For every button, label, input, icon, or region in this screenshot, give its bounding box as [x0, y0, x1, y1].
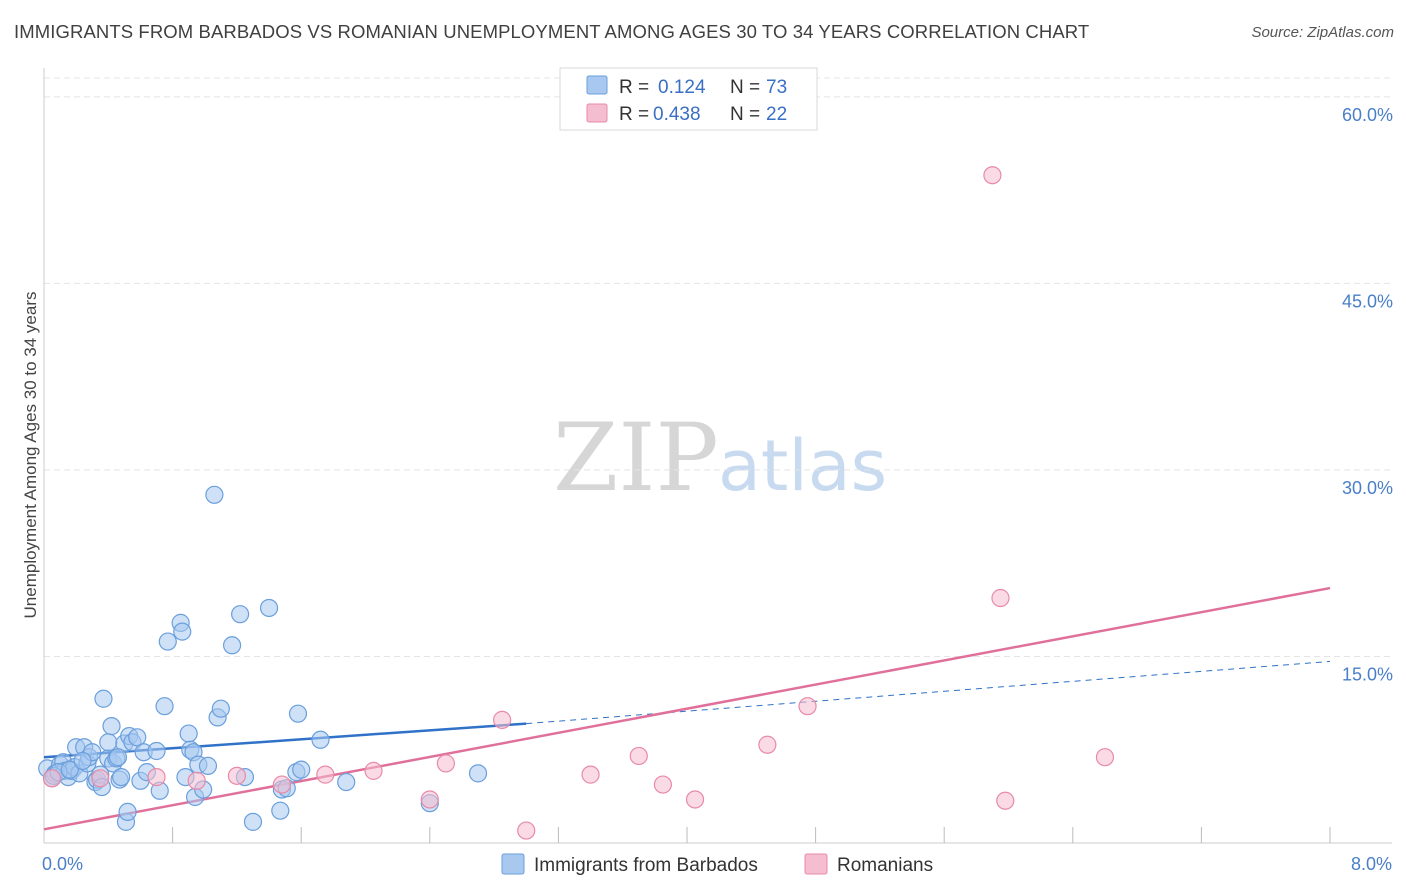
- romanians-point-2: [147, 767, 166, 787]
- y-axis-label: Unemployment Among Ages 30 to 34 years: [21, 292, 40, 619]
- legend-r-label-pink: R =: [619, 104, 649, 125]
- romanians-point-8: [420, 790, 439, 809]
- barbados-point-62: [292, 760, 311, 779]
- chart-source: Source: ZipAtlas.com: [1251, 24, 1394, 41]
- watermark-atlas: atlas: [718, 425, 887, 507]
- watermark: ZIP atlas: [553, 404, 887, 513]
- x-tick-label-0: 0.0%: [42, 854, 83, 874]
- barbados-point-54: [231, 605, 250, 624]
- romanians-point-7: [364, 761, 383, 780]
- legend-r-label-blue: R =: [619, 77, 649, 98]
- barbados-point-67: [468, 764, 488, 783]
- barbados-point-56: [243, 812, 263, 831]
- tick-labels: 15.0% 30.0% 45.0% 60.0% 0.0% 8.0%: [42, 105, 1393, 874]
- barbados-point-52: [211, 699, 230, 718]
- chart-title: IMMIGRANTS FROM BARBADOS VS ROMANIAN UNE…: [14, 21, 1090, 42]
- legend: R = 0.124 N = 73 R = 0.438 N = 22: [559, 67, 818, 131]
- bottom-legend-swatch-pink: [804, 853, 828, 875]
- barbados-point-26: [112, 767, 131, 787]
- barbados-point-53: [222, 636, 242, 655]
- romanians-point-1: [91, 769, 110, 788]
- barbados-point-43: [179, 724, 198, 743]
- barbados-point-22: [102, 717, 121, 736]
- legend-n-value-pink: 22: [766, 104, 787, 125]
- bottom-legend-label-blue: Immigrants from Barbados: [534, 855, 758, 876]
- barbados-point-36: [147, 741, 166, 761]
- legend-r-value-blue: 0.124: [658, 77, 706, 98]
- legend-swatch-pink: [586, 103, 608, 123]
- romanians-point-11: [517, 821, 536, 840]
- barbados-point-41: [173, 622, 192, 641]
- bottom-legend-swatch-blue: [501, 853, 525, 875]
- legend-r-value-pink: 0.438: [653, 104, 701, 125]
- barbados-point-49: [198, 756, 218, 776]
- romanians-point-15: [685, 790, 705, 809]
- barbados-point-63: [288, 704, 308, 723]
- romanians-point-6: [316, 765, 335, 784]
- barbados-point-21: [99, 733, 118, 752]
- legend-swatch-blue: [586, 75, 608, 95]
- romanians-point-18: [983, 166, 1002, 185]
- bottom-legend: Immigrants from Barbados Romanians: [501, 853, 933, 876]
- romanians-point-20: [996, 791, 1015, 810]
- barbados-point-57: [259, 598, 279, 618]
- romanians-point-21: [1095, 748, 1115, 767]
- barbados-point-70: [60, 760, 79, 779]
- trend-lines: [43, 586, 1331, 831]
- barbados-point-19: [94, 689, 113, 708]
- barbados-point-58: [271, 801, 290, 820]
- romanians-point-3: [187, 771, 206, 790]
- romanians-point-13: [629, 746, 648, 766]
- y-tick-label-2: 45.0%: [1342, 291, 1393, 311]
- data-points: [38, 166, 1115, 840]
- romanians-point-5: [272, 775, 292, 794]
- watermark-zip: ZIP: [553, 404, 719, 513]
- barbados-point-39: [158, 632, 177, 651]
- romanians-point-14: [653, 775, 672, 794]
- bottom-legend-label-pink: Romanians: [837, 855, 933, 876]
- barbados-point-29: [118, 802, 137, 822]
- romanians-point-12: [581, 765, 600, 784]
- barbados-point-71: [73, 751, 92, 771]
- legend-n-label-pink: N =: [730, 104, 760, 125]
- romanians-point-9: [436, 754, 455, 773]
- grid: [44, 77, 1392, 657]
- romanians-point-17: [798, 697, 817, 716]
- legend-n-label-blue: N =: [730, 77, 760, 98]
- barbados-point-65: [337, 772, 356, 792]
- trend-line-romanians: [43, 586, 1331, 831]
- romanians-point-0: [42, 769, 62, 788]
- y-tick-label-3: 60.0%: [1342, 105, 1393, 125]
- romanians-point-19: [991, 588, 1010, 608]
- barbados-point-50: [205, 485, 224, 504]
- romanians-point-16: [758, 735, 777, 754]
- barbados-point-72: [108, 748, 128, 767]
- trend-line-barbados-extension: [526, 660, 1331, 725]
- y-tick-label-0: 15.0%: [1342, 664, 1393, 684]
- y-tick-label-1: 30.0%: [1342, 478, 1393, 498]
- romanians-point-4: [227, 766, 246, 785]
- romanians-point-10: [493, 710, 512, 729]
- barbados-point-38: [155, 697, 174, 716]
- x-tick-label-1: 8.0%: [1351, 854, 1392, 874]
- axes: [43, 68, 1392, 844]
- legend-n-value-blue: 73: [766, 77, 787, 98]
- barbados-point-64: [311, 730, 330, 749]
